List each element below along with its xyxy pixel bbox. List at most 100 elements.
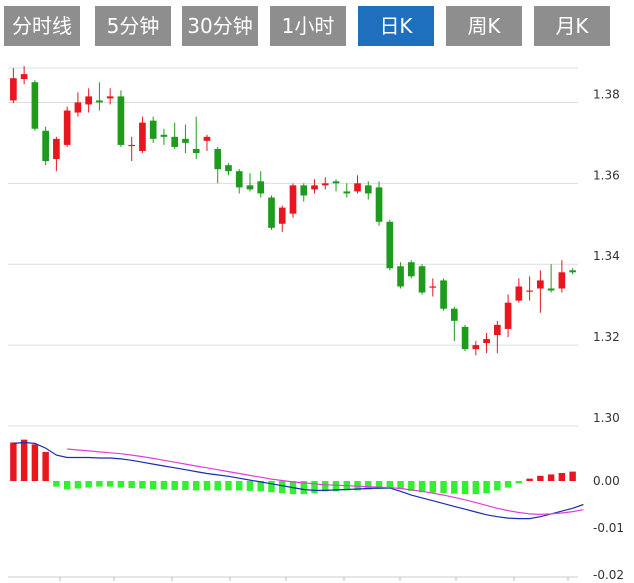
candle-body	[278, 207, 286, 224]
macd-bar	[279, 481, 286, 494]
dea-line	[67, 448, 584, 516]
macd-bar	[203, 481, 211, 491]
tab-weekly-k[interactable]: 周K	[446, 6, 522, 46]
candle-body	[311, 185, 318, 190]
candle-body	[96, 100, 103, 103]
candle-body	[139, 122, 146, 151]
candle-body	[268, 197, 275, 228]
macd-bar	[236, 481, 243, 491]
candle-body	[74, 102, 82, 113]
candle-body	[192, 148, 200, 153]
macd-bar	[257, 481, 264, 492]
period-tabs: 分时线 5分钟 30分钟 1小时 日K 周K 月K	[0, 0, 634, 58]
macd-tick-label: -0.02	[593, 568, 624, 582]
candle-body	[407, 262, 415, 277]
macd-bar	[149, 481, 157, 490]
macd-bar	[171, 481, 178, 490]
macd-bar	[440, 481, 447, 494]
candle-body	[397, 266, 404, 287]
candle-body	[354, 183, 361, 192]
macd-bar	[322, 481, 329, 492]
macd-bar	[53, 481, 60, 487]
candle-body	[10, 78, 17, 101]
candle-body	[160, 134, 168, 137]
macd-bar	[10, 442, 17, 481]
macd-bar	[42, 451, 49, 481]
candle-body	[321, 183, 329, 186]
macd-bar	[225, 481, 232, 491]
macd-bar	[408, 481, 415, 491]
macd-bar	[386, 481, 394, 489]
macd-bar	[246, 481, 254, 491]
candle-body	[235, 171, 243, 188]
candle-body	[182, 138, 189, 143]
macd-bar	[300, 481, 307, 495]
tab-timeshare[interactable]: 分时线	[4, 6, 80, 46]
candle-body	[547, 288, 555, 291]
macd-bar	[63, 481, 71, 490]
macd-bar	[182, 481, 189, 490]
price-tick-label: 1.34	[593, 249, 620, 263]
macd-bar	[74, 481, 82, 489]
macd-bar	[365, 481, 372, 490]
candle-body	[42, 130, 49, 162]
tab-1hour[interactable]: 1小时	[270, 6, 346, 46]
candle-body	[558, 272, 566, 289]
candle-body	[515, 286, 523, 301]
candle-body	[386, 221, 394, 269]
macd-bar	[558, 473, 566, 481]
macd-tick-label: 0.00	[593, 474, 620, 488]
macd-bar	[418, 481, 426, 493]
macd-bar	[128, 481, 135, 489]
candle-body	[203, 136, 211, 141]
candle-body	[31, 82, 39, 129]
price-tick-label: 1.38	[593, 87, 620, 101]
price-tick-label: 1.32	[593, 330, 620, 344]
candle-body	[20, 74, 28, 79]
macd-bar	[85, 481, 92, 488]
candle-body	[483, 339, 490, 344]
candle-body	[494, 324, 501, 335]
candle-body	[537, 280, 544, 289]
candle-body	[526, 290, 533, 292]
tab-monthly-k[interactable]: 月K	[534, 6, 610, 46]
candle-body	[461, 326, 469, 350]
macd-bar	[106, 481, 114, 487]
macd-bar	[96, 481, 103, 487]
candle-body	[300, 185, 308, 196]
candle-body	[364, 185, 372, 194]
macd-bar	[20, 439, 28, 481]
candle-body	[375, 187, 383, 222]
candle-body	[289, 185, 297, 214]
candle-body	[106, 96, 114, 99]
macd-bar	[461, 481, 469, 495]
price-tick-label: 1.36	[593, 168, 620, 182]
tab-daily-k[interactable]: 日K	[358, 6, 434, 46]
macd-bar	[429, 481, 437, 493]
macd-bar	[139, 481, 146, 489]
macd-bar	[451, 481, 458, 494]
macd-bar	[160, 481, 168, 490]
candle-body	[332, 181, 340, 184]
macd-bar	[311, 481, 318, 494]
macd-bar	[494, 481, 501, 491]
macd-bar	[515, 481, 523, 484]
candle-body	[63, 110, 71, 145]
macd-tick-label: -0.01	[593, 521, 624, 535]
dif-line	[13, 441, 584, 520]
tab-30min[interactable]: 30分钟	[182, 6, 258, 46]
tab-5min[interactable]: 5分钟	[95, 6, 171, 46]
candle-body	[171, 136, 179, 147]
candle-body	[149, 120, 157, 139]
price-tick-label: 1.30	[593, 411, 620, 425]
macd-bar	[472, 481, 480, 495]
macd-bar	[214, 481, 221, 491]
candle-body	[53, 138, 60, 160]
macd-bar	[569, 471, 576, 481]
candle-body	[225, 165, 232, 172]
macd-bar	[537, 475, 544, 481]
macd-bar	[192, 481, 200, 491]
macd-bar	[526, 478, 533, 481]
macd-bar	[375, 481, 383, 489]
